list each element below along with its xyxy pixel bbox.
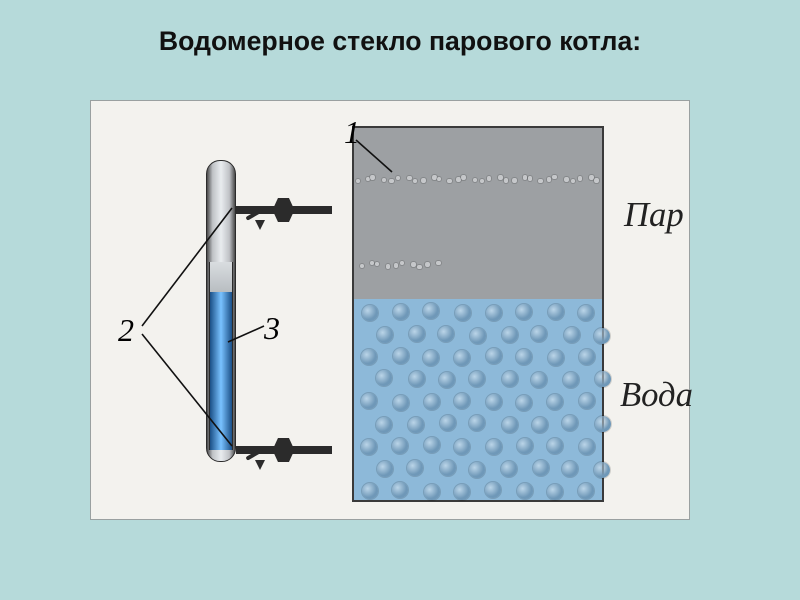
sight-glass-water bbox=[209, 292, 233, 450]
label-steam: Пар bbox=[624, 196, 684, 235]
sight-glass-foam bbox=[209, 262, 233, 292]
callout-3: 3 bbox=[264, 310, 280, 347]
page-title: Водомерное стекло парового котла: bbox=[0, 26, 800, 57]
valve-top bbox=[236, 192, 332, 228]
boiler-water-zone bbox=[354, 299, 602, 500]
valve-top-body bbox=[272, 198, 294, 222]
sight-glass bbox=[206, 160, 234, 460]
page: Водомерное стекло парового котла: Пар Во… bbox=[0, 0, 800, 600]
boiler-body bbox=[352, 126, 604, 502]
boiler-steam-zone bbox=[354, 128, 602, 299]
valve-top-drain-icon bbox=[255, 220, 265, 230]
label-water: Вода bbox=[620, 376, 693, 415]
callout-2: 2 bbox=[118, 312, 134, 349]
valve-bottom-drain-icon bbox=[255, 460, 265, 470]
figure-area: Пар Вода 1 2 3 bbox=[90, 100, 690, 520]
valve-bottom bbox=[236, 432, 332, 468]
valve-bottom-body bbox=[272, 438, 294, 462]
callout-1: 1 bbox=[344, 114, 360, 151]
